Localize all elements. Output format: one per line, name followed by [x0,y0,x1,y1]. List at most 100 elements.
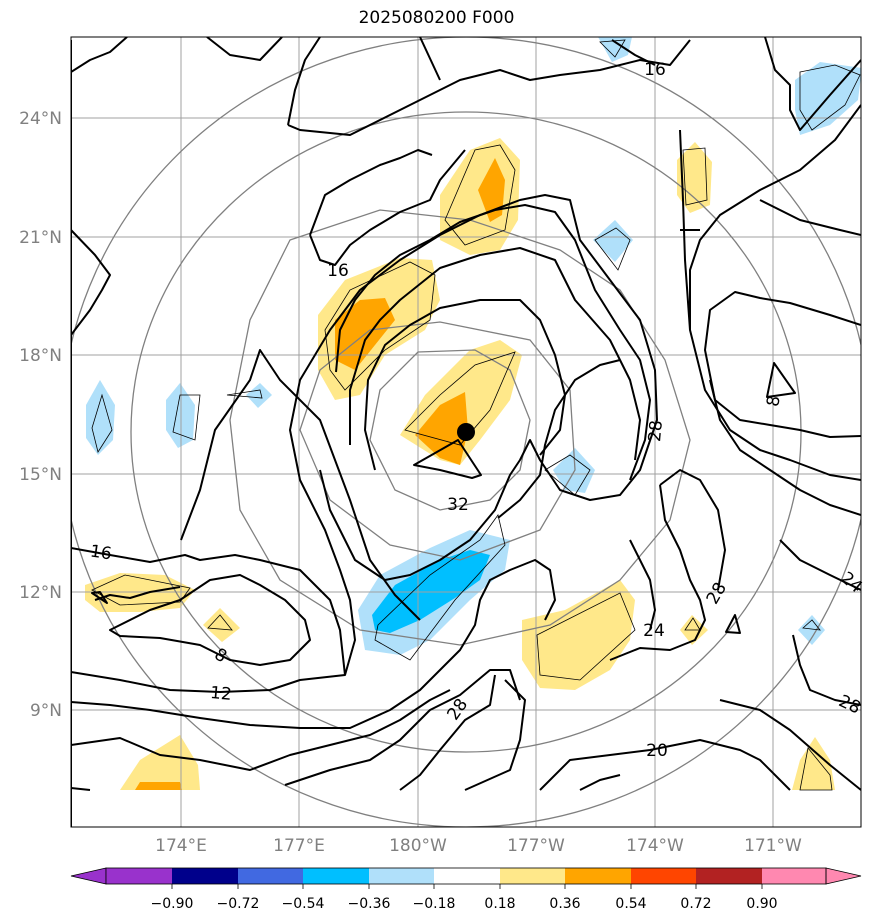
lon-label: 171°W [744,836,802,856]
latitude-labels: 24°N 21°N 18°N 15°N 12°N 9°N [19,109,62,721]
contour-label: 20 [646,741,668,761]
colorbar-tick-label: 0.54 [615,896,646,912]
lon-label: 177°E [273,836,325,856]
colorbar-low-extend [70,867,107,885]
negative-anomaly-region [246,383,272,408]
contour-line [284,669,521,786]
strong-positive-anomaly-region [478,158,505,222]
contour-line [629,539,656,631]
contour-line [71,37,128,73]
map-frame [70,36,862,828]
storm-center-marker [457,423,475,441]
negative-anomaly-region [798,615,825,645]
lon-label: 174°W [626,836,684,856]
colorbar-segment [303,868,369,884]
contour-label: 28 [703,579,731,608]
contour-line [719,699,861,791]
map-title: 2025080200 F000 [358,8,515,28]
contour-label: 32 [447,495,469,515]
colorbar-tick-label: −0.18 [413,896,456,912]
shaded-field-layer [85,37,861,790]
lat-label: 12°N [19,583,62,603]
contour-line [689,104,861,330]
contour-line [180,349,421,621]
contour-line [725,614,741,634]
colorbar-segment [631,868,696,884]
strong-positive-anomaly-region [135,782,182,790]
colorbar-tick-label: −0.72 [217,896,260,912]
lat-label: 24°N [19,109,62,129]
longitude-labels: 174°E 177°E 180°W 177°W 174°W 171°W [155,836,802,856]
contour-line [71,229,111,336]
contour-line [766,362,796,398]
contour-line [71,787,91,791]
lon-label: 180°W [389,836,447,856]
contour-line [792,634,861,706]
negative-anomaly-region [86,380,115,455]
lon-label: 174°E [155,836,207,856]
contour-line [497,359,621,519]
contour-line [91,591,108,604]
colorbar-segment [434,868,500,884]
colorbar-segment [369,868,434,884]
contour-line [71,559,556,729]
contour-label: 28 [645,419,667,442]
colorbar-segment [762,868,826,884]
thin-contours [91,39,861,791]
contour-label: 8 [763,394,785,408]
contour-line [349,247,641,461]
contour-line [609,484,706,661]
contour-line [399,674,496,791]
colorbar-segment [696,868,762,884]
positive-anomaly-region [203,608,240,642]
positive-anomaly-region [522,580,635,690]
colorbar-tick-label: −0.90 [151,896,194,912]
contour-line [709,379,861,516]
contour-line [419,37,441,81]
colorbar-segment [565,868,631,884]
colorbar-high-extend [825,867,862,885]
contour-line [71,689,451,771]
colorbar-tick-label: −0.54 [282,896,325,912]
contour-line [611,39,656,66]
colorbar-segment [238,868,303,884]
contour-line [335,204,651,481]
contour-line [94,586,181,601]
colorbar-tick-label: 0.90 [746,896,777,912]
contour-label: 16 [89,542,113,565]
contour-line [109,574,311,666]
contour-line [539,739,791,791]
contour-line [704,291,861,438]
range-rings [71,37,861,827]
bold-contours [71,37,861,827]
contour-line [309,149,433,236]
contour-line [764,37,861,131]
colorbar-tick-label: 0.36 [549,896,580,912]
contour-line [413,439,482,479]
contour-line [206,37,283,61]
lon-label: 177°W [507,836,565,856]
contour-line [759,199,861,236]
negative-anomaly-region [593,220,633,262]
colorbar-tick-label: 0.18 [484,896,515,912]
contour-label: 16 [327,261,349,281]
strong-positive-anomaly-region [415,392,468,465]
lat-label: 9°N [30,701,62,721]
contour-line [779,539,861,591]
contour-line [71,547,346,676]
contour-label: 28 [443,695,472,724]
colorbar-segment [172,868,238,884]
contour-label: 24 [837,568,866,597]
lat-label: 18°N [19,346,62,366]
colorbar-tick-label: −0.36 [348,896,391,912]
contour-line [71,194,658,693]
contour-line [659,469,726,591]
contour-line [464,679,526,791]
colorbar: −0.90 −0.72 −0.54 −0.36 −0.18 0.18 0.36 … [70,867,862,912]
contour-line [309,149,466,266]
contour-label: 16 [644,60,666,80]
colorbar-tick-label: 0.72 [680,896,711,912]
gridlines [71,37,861,827]
contour-line [287,37,321,126]
